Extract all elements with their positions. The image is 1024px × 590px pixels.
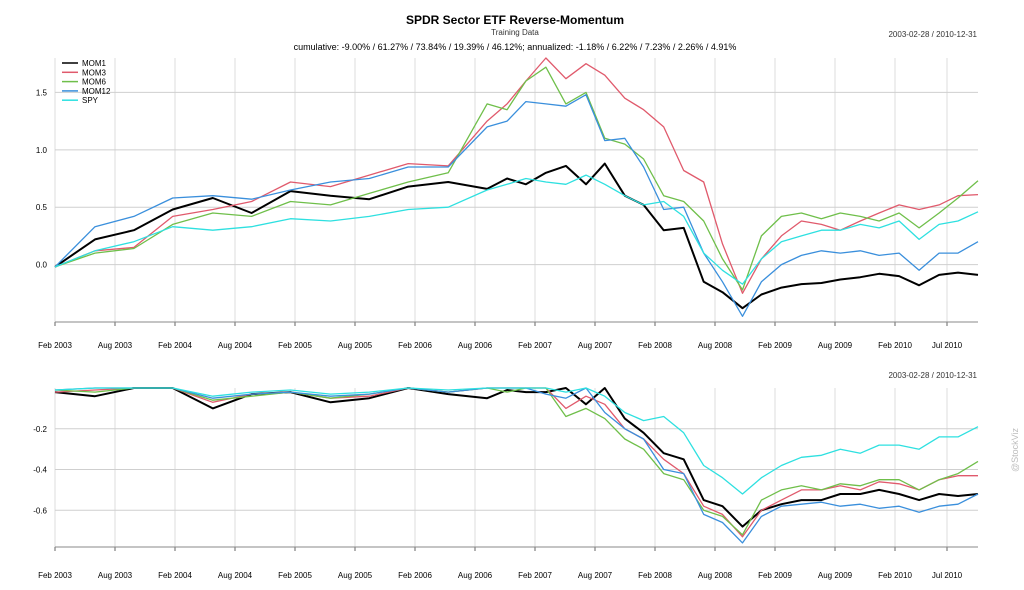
bottom-series-mom6 [54, 387, 979, 536]
top-xtick-label: Aug 2009 [818, 341, 853, 350]
top-xtick-label: Feb 2007 [518, 341, 552, 350]
top-xtick-label: Aug 2008 [698, 341, 733, 350]
drawdown-panel: Feb 2003 Aug 2003 Feb 2004 Aug 2004 Feb 2005… [33, 387, 979, 580]
bottom-ytick-label: -0.6 [33, 506, 47, 515]
bottom-xtick-label: Feb 2009 [758, 571, 792, 580]
bottom-series-mom12 [54, 387, 979, 544]
bottom-xtick-label: Aug 2003 [98, 571, 133, 580]
top-xtick-label: Aug 2004 [218, 341, 253, 350]
top-xtick-label: Aug 2007 [578, 341, 613, 350]
bottom-xtick-label: Feb 2008 [638, 571, 672, 580]
top-xtick-label: Aug 2003 [98, 341, 133, 350]
top-xtick-label: Feb 2004 [158, 341, 192, 350]
chart-title: SPDR Sector ETF Reverse-Momentum [406, 13, 624, 27]
top-series-mom6 [54, 66, 979, 291]
bottom-xtick-label: Aug 2009 [818, 571, 853, 580]
cumulative-return-panel: Feb 2003 Aug 2003 Feb 2004 Aug 2004 Feb 2005… [36, 57, 979, 350]
top-xtick-label: Jul 2010 [932, 341, 963, 350]
top-series-spy [54, 174, 979, 285]
bottom-xtick-label: Aug 2005 [338, 571, 373, 580]
top-xtick-label: Feb 2003 [38, 341, 72, 350]
top-xtick-label: Feb 2010 [878, 341, 912, 350]
bottom-series-mom3 [54, 387, 978, 538]
bottom-xtick-label: Jul 2010 [932, 571, 963, 580]
date-range-top: 2003-02-28 / 2010-12-31 [888, 30, 977, 39]
top-xtick-label: Aug 2006 [458, 341, 493, 350]
bottom-xtick-label: Feb 2003 [38, 571, 72, 580]
top-ytick-label: 1.5 [36, 88, 48, 97]
top-xtick-label: Feb 2005 [278, 341, 312, 350]
legend-label-mom1: MOM1 [82, 59, 107, 68]
date-range-bottom: 2003-02-28 / 2010-12-31 [888, 371, 977, 380]
top-series-mom12 [54, 94, 979, 317]
watermark: @StockViz [1010, 428, 1020, 472]
bottom-xtick-label: Feb 2010 [878, 571, 912, 580]
bottom-xtick-label: Feb 2005 [278, 571, 312, 580]
top-xtick-label: Feb 2008 [638, 341, 672, 350]
top-xtick-label: Feb 2006 [398, 341, 432, 350]
bottom-ytick-label: -0.2 [33, 425, 47, 434]
bottom-xtick-label: Aug 2004 [218, 571, 253, 580]
top-series-mom1 [54, 162, 979, 310]
top-ytick-label: 1.0 [36, 146, 48, 155]
legend-label-mom3: MOM3 [82, 68, 107, 77]
bottom-xtick-label: Aug 2008 [698, 571, 733, 580]
bottom-xtick-label: Feb 2004 [158, 571, 192, 580]
performance-summary: cumulative: -9.00% / 61.27% / 73.84% / 1… [294, 42, 737, 52]
bottom-xtick-label: Feb 2006 [398, 571, 432, 580]
bottom-xtick-label: Feb 2007 [518, 571, 552, 580]
bottom-xtick-label: Aug 2006 [458, 571, 493, 580]
bottom-ytick-label: -0.4 [33, 466, 47, 475]
top-xtick-label: Feb 2009 [758, 341, 792, 350]
bottom-xtick-label: Aug 2007 [578, 571, 613, 580]
chart-subtitle: Training Data [491, 28, 539, 37]
top-ytick-label: 0.5 [36, 203, 48, 212]
legend-label-mom12: MOM12 [82, 87, 111, 96]
top-series-mom3 [54, 57, 979, 294]
bottom-series-spy [54, 387, 979, 495]
legend-label-mom6: MOM6 [82, 78, 107, 87]
legend-label-spy: SPY [82, 96, 99, 105]
top-ytick-label: 0.0 [36, 261, 48, 270]
top-xtick-label: Aug 2005 [338, 341, 373, 350]
